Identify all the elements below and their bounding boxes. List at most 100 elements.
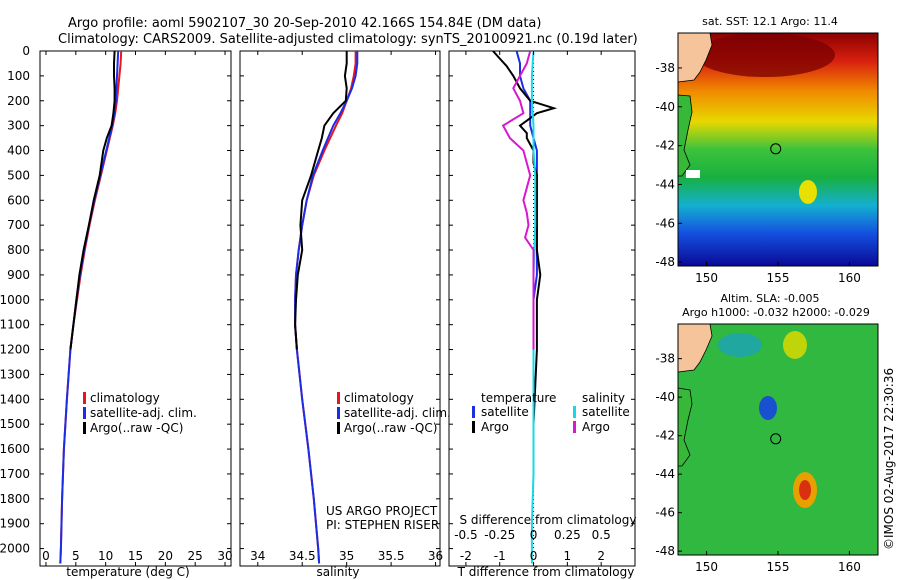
x-tick-label: 0: [530, 549, 538, 563]
sst-map: [677, 32, 879, 267]
x-tick-label: 20: [158, 549, 173, 563]
sla-map: [677, 323, 879, 556]
depth-tick-label: 1800: [0, 492, 30, 506]
legend-label: Argo(..raw -QC): [90, 421, 183, 435]
project-annotation: US ARGO PROJECT: [326, 504, 438, 518]
x-tick-label: 15: [128, 549, 143, 563]
x-tick-label: 30: [217, 549, 232, 563]
map-x-tick-label: 155: [767, 560, 790, 574]
depth-tick-label: 300: [7, 119, 30, 133]
sst-warm-core: [695, 33, 835, 77]
sla-low-patch: [718, 333, 762, 357]
series-line-temperature-argo: [492, 51, 558, 425]
temperature-axes: [39, 50, 232, 567]
legend-label: climatology: [344, 391, 414, 405]
difference-xlabel-top: S difference from climatology: [460, 513, 637, 527]
depth-tick-label: 900: [7, 268, 30, 282]
x-tick-label: 36: [428, 549, 443, 563]
legend-label: climatology: [90, 391, 160, 405]
legend-label: satellite-adj. clim.: [344, 406, 451, 420]
map-x-tick-label: 150: [695, 271, 718, 285]
legend-label: satellite: [481, 405, 529, 419]
x-tick-label-salinity: 0.5: [592, 528, 611, 542]
depth-tick-label: 0: [22, 44, 30, 58]
depth-tick-label: 1000: [0, 293, 30, 307]
x-tick-label-salinity: -0.5: [454, 528, 477, 542]
x-tick-label: 35: [339, 549, 354, 563]
land-tasmania: [677, 94, 693, 177]
legend-label: satellite-adj. clim.: [90, 406, 197, 420]
legend-label: satellite: [582, 405, 630, 419]
land-mainland: [677, 323, 713, 373]
temperature-xlabel: temperature (deg C): [66, 565, 189, 579]
argo-position-marker: [770, 143, 782, 155]
difference-legend-salinity: salinity satellite Argo: [573, 391, 630, 434]
depth-tick-label: 2000: [0, 542, 30, 556]
sla-map-subtitle: Argo h1000: -0.032 h2000: -0.029: [682, 306, 870, 319]
salinity-xlabel: salinity: [316, 565, 359, 579]
temperature-legend: climatology satellite-adj. clim. Argo(..…: [83, 391, 197, 435]
map-y-tick-label: -48: [655, 255, 675, 269]
depth-axis: 0 100 200 300 400 500 600 700 800 900 1000 1100 1200…: [0, 44, 635, 556]
sst-map-title: sat. SST: 12.1 Argo: 11.4: [702, 15, 838, 28]
x-tick-label: 10: [98, 549, 113, 563]
depth-tick-label: 1300: [0, 367, 30, 381]
legend-swatch-satellite: [83, 407, 86, 419]
legend-title: temperature: [481, 391, 556, 405]
legend-label: Argo: [481, 420, 509, 434]
map-y-tick-label: -42: [655, 429, 675, 443]
legend-swatch-climatology: [337, 392, 340, 404]
series-line-satellite-adj-clim-: [59, 51, 120, 564]
x-tick-label: -2: [460, 549, 472, 563]
x-tick-label-salinity: -0.25: [484, 528, 515, 542]
depth-tick-label: 200: [7, 94, 30, 108]
depth-tick-label: 1600: [0, 442, 30, 456]
x-tick-label-salinity: 0: [530, 528, 538, 542]
legend-swatch-argo: [337, 422, 340, 434]
legend-title: salinity: [582, 391, 625, 405]
series-line-satellite-adj-clim-: [294, 51, 359, 564]
series-line-argo-raw-qc-: [294, 51, 348, 350]
map-x-tick-label: 160: [838, 560, 861, 574]
sla-high-core: [799, 480, 811, 500]
map-axis-ticks: 150 155 160 -38 -40 -42 -44 -46 -48 150 155 160 -38 -…: [655, 61, 860, 574]
salinity-lines: [294, 51, 359, 564]
depth-tick-label: 1900: [0, 517, 30, 531]
legend-swatch-satellite: [472, 406, 475, 418]
depth-tick-label: 800: [7, 243, 30, 257]
map-y-tick-label: -38: [655, 61, 675, 75]
figure-subtitle: Climatology: CARS2009. Satellite-adjuste…: [58, 32, 638, 47]
legend-swatch-argo: [83, 422, 86, 434]
legend-swatch-satellite: [573, 406, 576, 418]
series-line-climatology: [294, 51, 357, 564]
depth-tick-label: 600: [7, 193, 30, 207]
x-tick-label: 2: [597, 549, 605, 563]
map-y-tick-label: -48: [655, 544, 675, 558]
temperature-lines: [59, 51, 123, 564]
land-mainland: [677, 32, 713, 83]
depth-tick-label: 1400: [0, 392, 30, 406]
legend-label: Argo(..raw -QC): [344, 421, 437, 435]
legend-swatch-argo: [573, 421, 576, 433]
difference-axes: [448, 50, 636, 567]
salinity-axes: [239, 50, 441, 567]
land-tasmania: [677, 387, 693, 467]
depth-tick-label: 1500: [0, 417, 30, 431]
map-x-tick-label: 150: [695, 560, 718, 574]
argo-position-marker: [770, 433, 782, 445]
map-y-tick-label: -40: [655, 100, 675, 114]
depth-tick-label: 500: [7, 168, 30, 182]
legend-swatch-argo: [472, 421, 475, 433]
map-y-tick-label: -44: [655, 467, 675, 481]
difference-legend-temperature: temperature satellite Argo: [472, 391, 556, 434]
sst-warm-eddy: [799, 180, 817, 204]
legend-swatch-satellite: [337, 407, 340, 419]
depth-tick-label: 100: [7, 69, 30, 83]
x-tick-label: 35.5: [378, 549, 405, 563]
map-y-tick-label: -46: [655, 216, 675, 230]
x-tick-label: 1: [564, 549, 572, 563]
credit-text: ©IMOS 02-Aug-2017 22:30:36: [882, 368, 896, 550]
salinity-legend: climatology satellite-adj. clim. Argo(..…: [337, 391, 451, 435]
